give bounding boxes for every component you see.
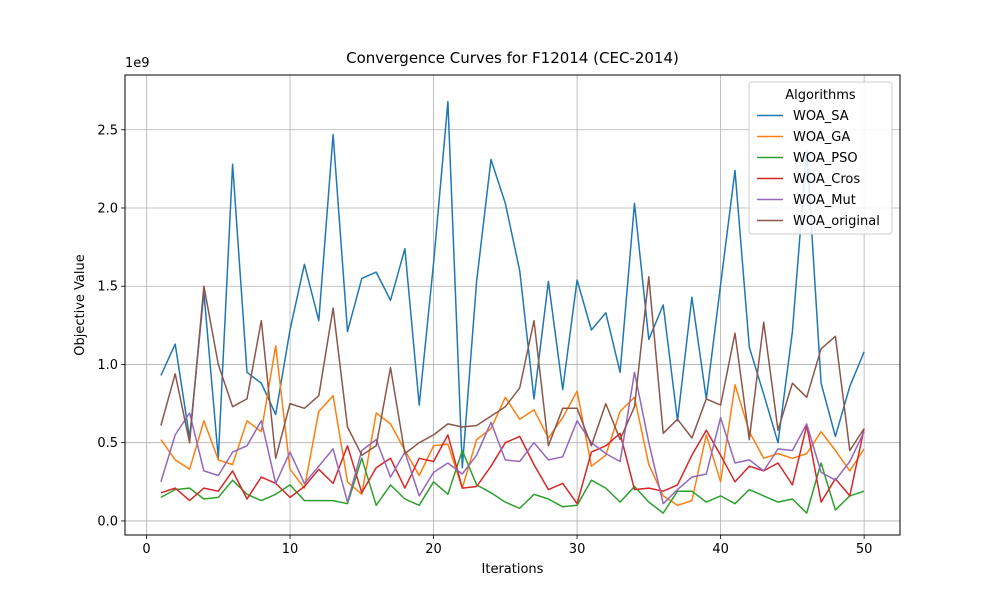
y-tick-label: 2.0 (97, 201, 118, 216)
y-tick-label: 2.5 (97, 123, 118, 138)
y-tick-label: 0.0 (97, 514, 118, 529)
y-axis-scale-label: 1e9 (125, 56, 150, 71)
legend-entry: WOA_Mut (793, 193, 856, 208)
x-axis-label: Iterations (482, 562, 544, 577)
legend-box (748, 81, 893, 235)
legend-entry: WOA_GA (793, 130, 850, 145)
legend-entry: WOA_SA (793, 109, 849, 124)
legend-entry: WOA_original (793, 214, 880, 229)
axis-ticks: 0 10 20 30 40 50 0.0 0.5 1.0 1.5 2.0 2.5 (97, 123, 872, 557)
x-tick-label: 30 (569, 542, 586, 557)
y-axis-label: Objective Value (73, 254, 88, 355)
y-tick-label: 1.0 (97, 358, 118, 373)
x-tick-label: 20 (425, 542, 442, 557)
y-tick-label: 0.5 (97, 436, 118, 451)
y-tick-label: 1.5 (97, 280, 118, 295)
series-line-woa-cros (160, 424, 865, 505)
series-line-woa-sa (160, 100, 865, 469)
x-tick-label: 40 (712, 542, 729, 557)
legend-entry: WOA_PSO (793, 151, 858, 166)
series-line-woa-original (160, 276, 865, 460)
x-tick-label: 50 (856, 542, 873, 557)
legend: Algorithms WOA_SA WOA_GA WOA_PSO WOA_Cros WOA… (748, 81, 893, 235)
legend-entry: WOA_Cros (793, 172, 860, 187)
plot-frame (124, 74, 901, 536)
x-tick-label: 0 (142, 542, 150, 557)
legend-title: Algorithms (785, 88, 856, 103)
chart-title: Convergence Curves for F12014 (CEC-2014) (346, 49, 679, 67)
series-line-woa-pso (160, 449, 865, 514)
series-line-woa-mut (160, 371, 865, 505)
series-lines (160, 100, 865, 514)
x-tick-label: 10 (282, 542, 299, 557)
